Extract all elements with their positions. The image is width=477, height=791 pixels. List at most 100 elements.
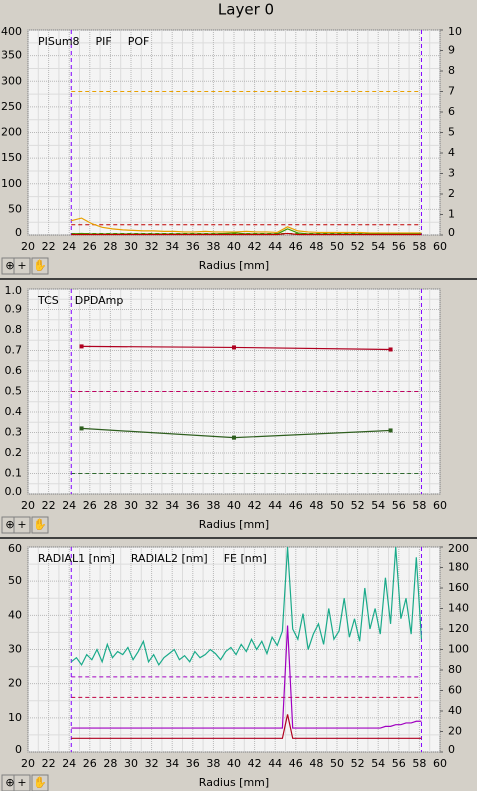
x-tick-label: 24: [62, 757, 76, 770]
x-tick-label: 36: [186, 240, 200, 253]
toolbar-button[interactable]: [13, 774, 31, 791]
y2-tick-label: 100: [448, 643, 469, 656]
toolbar-button[interactable]: [13, 257, 31, 275]
series-line: [71, 625, 422, 729]
y-tick-label: 0.9: [5, 303, 23, 316]
y2-tick-label: 140: [448, 602, 469, 615]
toolbar-icon[interactable]: ⊕: [5, 259, 14, 272]
series-line: [71, 232, 422, 236]
page-title: Layer 0: [218, 1, 274, 19]
y2-tick-label: 7: [448, 85, 455, 98]
y-tick-label: 50: [8, 202, 22, 215]
series-line: [71, 217, 422, 234]
x-tick-label: 46: [289, 499, 303, 512]
toolbar-icon[interactable]: ✋: [33, 259, 47, 272]
toolbar-button[interactable]: [13, 516, 31, 534]
legend-entry: FE [nm]: [224, 552, 267, 565]
x-tick-label: 40: [227, 757, 241, 770]
x-tick-label: 34: [165, 240, 179, 253]
toolbar-icon[interactable]: +: [17, 259, 26, 272]
x-tick-label: 32: [145, 757, 159, 770]
y2-tick-label: 0: [448, 743, 455, 756]
y-tick-label: 0.5: [5, 385, 23, 398]
x-tick-label: 58: [412, 499, 426, 512]
y-tick-label: 0.6: [5, 364, 23, 377]
y2-tick-label: 9: [448, 44, 455, 57]
x-tick-label: 60: [433, 240, 447, 253]
y2-tick-label: 8: [448, 64, 455, 77]
x-tick-label: 20: [21, 240, 35, 253]
y2-tick-label: 40: [448, 704, 462, 717]
x-tick-label: 38: [206, 240, 220, 253]
x-tick-label: 54: [371, 499, 385, 512]
x-tick-label: 34: [165, 757, 179, 770]
x-tick-label: 30: [124, 499, 138, 512]
toolbar-icon[interactable]: ✋: [33, 776, 47, 789]
x-tick-label: 48: [309, 240, 323, 253]
toolbar-button[interactable]: [31, 516, 49, 534]
x-tick-label: 56: [392, 499, 406, 512]
x-tick-label: 52: [351, 757, 365, 770]
y-tick-label: 60: [8, 542, 22, 555]
x-tick-label: 44: [268, 240, 282, 253]
y-tick-label: 0: [15, 226, 22, 239]
x-tick-label: 56: [392, 240, 406, 253]
series-line: [70, 546, 423, 667]
toolbar-icon[interactable]: +: [17, 776, 26, 789]
data-point: [232, 345, 236, 350]
x-tick-label: 30: [124, 757, 138, 770]
y2-tick-label: 180: [448, 561, 469, 574]
legend-entry: DPDAmp: [75, 294, 124, 307]
y-tick-label: 40: [8, 608, 22, 621]
y-tick-label: 0.7: [5, 344, 23, 357]
x-tick-label: 20: [21, 499, 35, 512]
y-tick-label: 0.2: [5, 446, 23, 459]
y2-tick-label: 4: [448, 146, 455, 159]
x-tick-label: 32: [145, 499, 159, 512]
y-tick-label: 10: [8, 711, 22, 724]
x-tick-label: 60: [433, 499, 447, 512]
toolbar-icon[interactable]: ⊕: [5, 518, 14, 531]
y2-tick-label: 10: [448, 25, 462, 38]
toolbar-icon[interactable]: +: [17, 518, 26, 531]
x-tick-label: 52: [351, 499, 365, 512]
y2-tick-label: 20: [448, 725, 462, 738]
y-tick-label: 20: [8, 677, 22, 690]
y-tick-label: 0.3: [5, 426, 23, 439]
x-tick-label: 56: [392, 757, 406, 770]
x-tick-label: 34: [165, 499, 179, 512]
y-tick-label: 150: [1, 151, 22, 164]
x-tick-label: 44: [268, 757, 282, 770]
toolbar-icon[interactable]: ⊕: [5, 776, 14, 789]
y2-tick-label: 120: [448, 622, 469, 635]
x-tick-label: 42: [248, 499, 262, 512]
x-tick-label: 40: [227, 240, 241, 253]
series-line: [71, 714, 422, 739]
toolbar-button[interactable]: [31, 257, 49, 275]
x-tick-label: 46: [289, 240, 303, 253]
x-tick-label: 26: [83, 240, 97, 253]
x-axis-label: Radius [mm]: [199, 518, 269, 531]
data-point: [388, 428, 393, 433]
x-tick-label: 36: [186, 499, 200, 512]
toolbar-button[interactable]: [31, 774, 49, 791]
x-tick-label: 24: [62, 240, 76, 253]
y2-tick-label: 200: [448, 542, 469, 555]
x-tick-label: 44: [268, 499, 282, 512]
y-tick-label: 0: [15, 743, 22, 756]
y2-tick-label: 1: [448, 208, 455, 221]
x-tick-label: 50: [330, 757, 344, 770]
x-tick-label: 30: [124, 240, 138, 253]
x-tick-label: 28: [103, 757, 117, 770]
data-point: [79, 426, 84, 431]
x-tick-label: 50: [330, 499, 344, 512]
x-tick-label: 22: [42, 499, 56, 512]
y2-tick-label: 6: [448, 105, 455, 118]
y-tick-label: 0.1: [5, 467, 23, 480]
y2-tick-label: 0: [448, 226, 455, 239]
x-tick-label: 42: [248, 240, 262, 253]
y-tick-label: 300: [1, 74, 22, 87]
x-tick-label: 38: [206, 499, 220, 512]
toolbar-icon[interactable]: ✋: [33, 518, 47, 531]
